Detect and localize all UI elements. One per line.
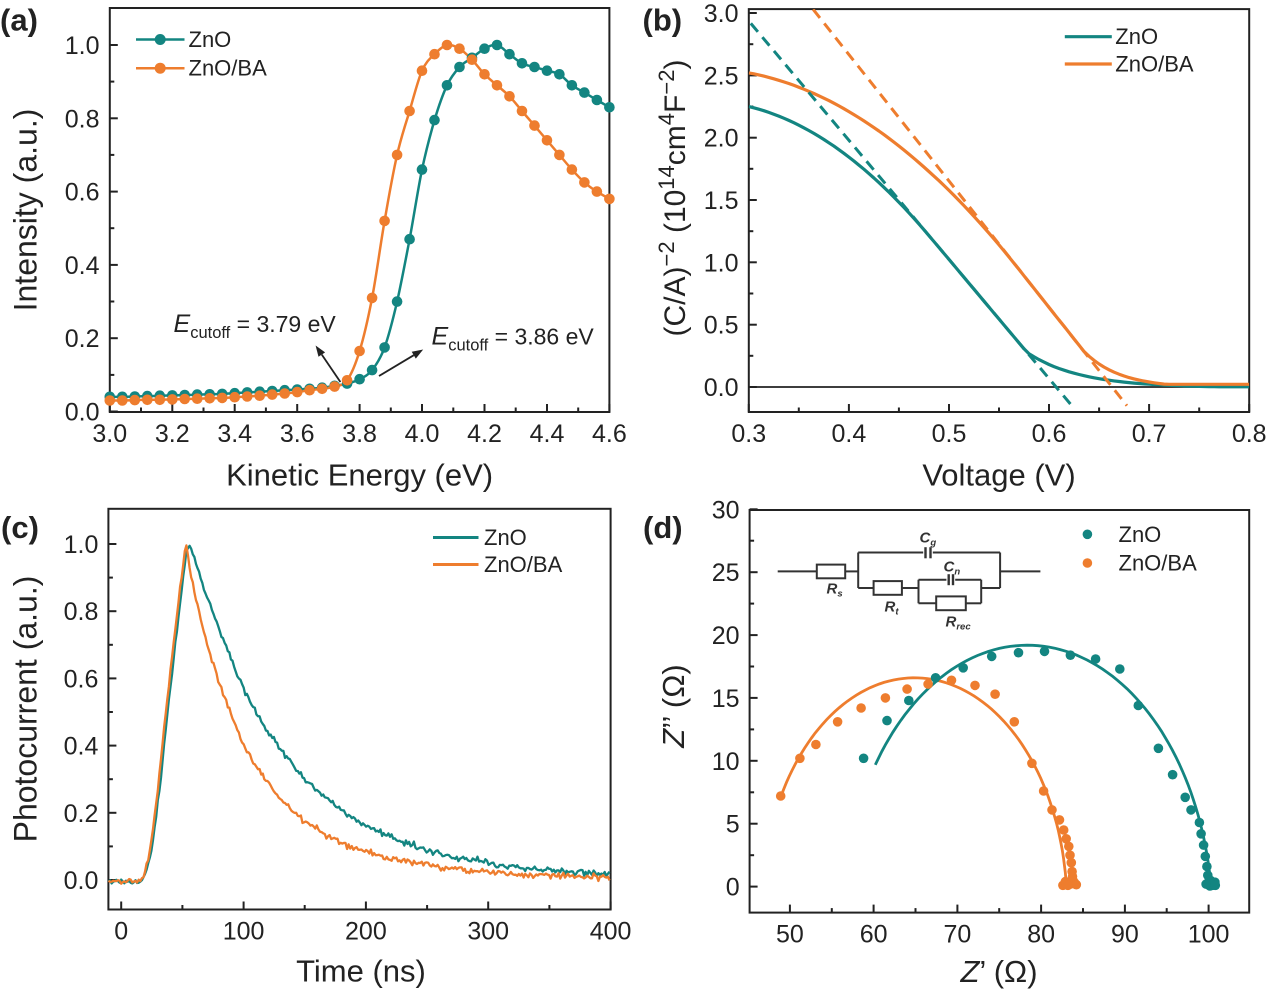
svg-text:5: 5 — [726, 811, 740, 839]
svg-text:0.0: 0.0 — [65, 399, 100, 427]
svg-text:15: 15 — [712, 685, 740, 713]
svg-text:Voltage (V): Voltage (V) — [922, 458, 1075, 493]
svg-text:4.2: 4.2 — [467, 420, 502, 448]
svg-text:0.4: 0.4 — [832, 420, 867, 448]
svg-text:0.8: 0.8 — [64, 598, 99, 626]
svg-text:0.6: 0.6 — [64, 665, 99, 693]
svg-text:(c): (c) — [1, 510, 39, 545]
svg-text:(C/A)−2 (1014cm4F−2): (C/A)−2 (1014cm4F−2) — [654, 60, 692, 337]
svg-text:2.5: 2.5 — [704, 62, 739, 90]
svg-text:2.0: 2.0 — [704, 125, 739, 153]
svg-text:3.0: 3.0 — [704, 0, 739, 28]
svg-text:100: 100 — [223, 918, 265, 946]
svg-text:400: 400 — [590, 918, 632, 946]
svg-text:(d): (d) — [643, 510, 683, 545]
svg-text:3.0: 3.0 — [92, 420, 127, 448]
svg-text:0.0: 0.0 — [704, 374, 739, 402]
svg-text:200: 200 — [345, 918, 387, 946]
svg-text:Time (ns): Time (ns) — [296, 954, 426, 989]
svg-text:70: 70 — [943, 921, 971, 949]
svg-text:ZnO/BA: ZnO/BA — [189, 56, 268, 81]
svg-text:Ecutoff = 3.79 eV: Ecutoff = 3.79 eV — [174, 310, 337, 342]
svg-text:ZnO/BA: ZnO/BA — [484, 552, 563, 577]
svg-text:ZnO/BA: ZnO/BA — [1115, 52, 1194, 77]
svg-text:ZnO: ZnO — [189, 27, 232, 52]
svg-text:25: 25 — [712, 559, 740, 587]
svg-text:1.0: 1.0 — [704, 249, 739, 277]
svg-text:20: 20 — [712, 622, 740, 650]
svg-text:3.2: 3.2 — [155, 420, 190, 448]
svg-text:0.8: 0.8 — [65, 105, 100, 133]
svg-text:300: 300 — [467, 918, 509, 946]
svg-text:0.2: 0.2 — [64, 800, 99, 828]
svg-text:0.8: 0.8 — [1232, 420, 1267, 448]
svg-text:1.0: 1.0 — [64, 531, 99, 559]
svg-text:3.6: 3.6 — [280, 420, 315, 448]
svg-text:4.6: 4.6 — [592, 420, 627, 448]
svg-text:Z’’ (Ω): Z’’ (Ω) — [656, 664, 691, 748]
svg-text:(a): (a) — [0, 3, 38, 38]
svg-text:60: 60 — [860, 921, 888, 949]
svg-text:4.4: 4.4 — [530, 420, 565, 448]
svg-text:30: 30 — [712, 496, 740, 524]
svg-text:4.0: 4.0 — [405, 420, 440, 448]
svg-text:0: 0 — [114, 918, 128, 946]
svg-text:0.5: 0.5 — [932, 420, 967, 448]
svg-text:Intensity (a.u.): Intensity (a.u.) — [8, 109, 44, 312]
svg-text:1.5: 1.5 — [704, 187, 739, 215]
svg-text:80: 80 — [1027, 921, 1055, 949]
svg-text:Ecutoff = 3.86 eV: Ecutoff = 3.86 eV — [432, 323, 595, 355]
svg-text:0: 0 — [726, 874, 740, 902]
svg-text:0.2: 0.2 — [65, 325, 100, 353]
svg-text:ZnO: ZnO — [1119, 522, 1162, 547]
svg-text:3.8: 3.8 — [342, 420, 377, 448]
svg-text:ZnO: ZnO — [484, 525, 527, 550]
svg-text:ZnO: ZnO — [1115, 24, 1158, 49]
svg-text:0.6: 0.6 — [1032, 420, 1067, 448]
svg-text:(b): (b) — [643, 3, 683, 38]
svg-text:Z’ (Ω): Z’ (Ω) — [959, 954, 1037, 989]
svg-text:1.0: 1.0 — [65, 32, 100, 60]
svg-text:Kinetic Energy (eV): Kinetic Energy (eV) — [226, 458, 493, 493]
svg-text:0.4: 0.4 — [65, 252, 100, 280]
svg-text:0.0: 0.0 — [64, 867, 99, 895]
svg-text:100: 100 — [1188, 921, 1230, 949]
svg-text:0.7: 0.7 — [1132, 420, 1167, 448]
svg-text:0.4: 0.4 — [64, 733, 99, 761]
svg-text:50: 50 — [776, 921, 804, 949]
svg-text:90: 90 — [1111, 921, 1139, 949]
svg-text:ZnO/BA: ZnO/BA — [1119, 551, 1198, 576]
svg-text:0.5: 0.5 — [704, 312, 739, 340]
svg-text:3.4: 3.4 — [217, 420, 252, 448]
svg-text:0.6: 0.6 — [65, 179, 100, 207]
svg-text:0.3: 0.3 — [731, 420, 766, 448]
svg-text:10: 10 — [712, 748, 740, 776]
svg-text:Photocurrent (a.u.): Photocurrent (a.u.) — [8, 576, 44, 843]
